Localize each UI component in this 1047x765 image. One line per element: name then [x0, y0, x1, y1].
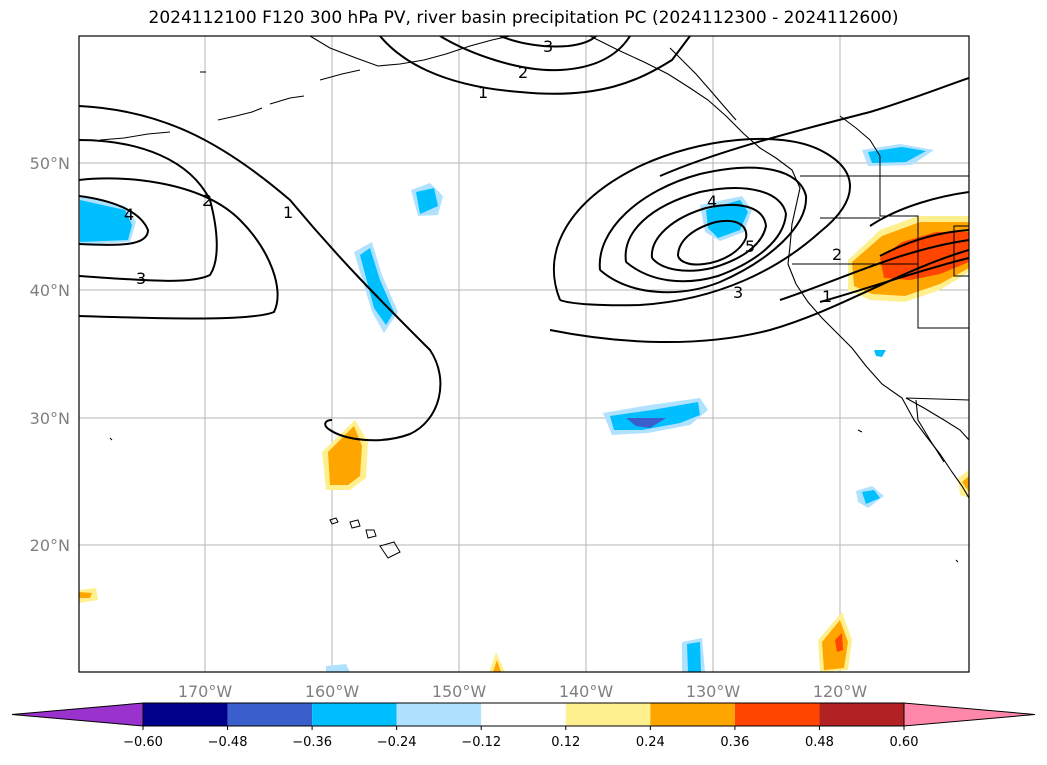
lon-label: 170°W	[178, 682, 233, 701]
colorbar-extension-high	[903, 702, 1036, 727]
contour-label-1-top: 1	[478, 83, 488, 102]
contour-label-3-left: 3	[136, 269, 146, 288]
contour-label-4-left: 4	[124, 205, 134, 224]
lon-label: 120°W	[813, 682, 868, 701]
colorbar-segment	[227, 703, 313, 726]
colorbar-tick-label: −0.60	[123, 735, 163, 750]
latitude-labels: 50°N 40°N 30°N 20°N	[30, 154, 70, 555]
contour-label-1-right: 1	[822, 287, 832, 306]
colorbar-segment	[312, 703, 397, 726]
colorbar-tick-label: 0.24	[636, 735, 665, 750]
colorbar-tick-label: −0.24	[377, 735, 417, 750]
lat-label: 30°N	[30, 409, 70, 428]
pv-contours	[79, 36, 969, 442]
contour-label-1-left: 1	[283, 203, 293, 222]
contour-label-2-left: 2	[202, 191, 212, 210]
gridlines	[79, 36, 969, 672]
longitude-labels: 170°W 160°W 150°W 140°W 130°W 120°W	[178, 682, 868, 701]
colorbar-segment	[819, 703, 904, 726]
lat-label: 50°N	[30, 154, 70, 173]
colorbar: −0.60 −0.48 −0.36 −0.24 −0.12 0.12 0.24 0.36 0.4…	[11, 702, 1036, 750]
lat-label: 40°N	[30, 281, 70, 300]
colorbar-segment	[650, 703, 735, 726]
map-area[interactable]	[79, 36, 969, 672]
map-border	[78, 35, 970, 673]
lon-label: 150°W	[432, 682, 487, 701]
colorbar-segment	[565, 703, 651, 726]
colorbar-tick-label: −0.48	[208, 735, 248, 750]
colorbar-segment	[734, 703, 820, 726]
contour-label-2-top: 2	[518, 63, 528, 82]
colorbar-tick-label: 0.48	[805, 735, 834, 750]
colorbar-segment	[143, 703, 228, 726]
colorbar-tick-label: −0.36	[292, 735, 332, 750]
lon-label: 160°W	[305, 682, 360, 701]
map-title: 2024112100 F120 300 hPa PV, river basin …	[148, 8, 899, 28]
borders	[792, 115, 969, 401]
contour-label-5-right: 5	[745, 237, 755, 256]
colorbar-tick-label: 0.12	[551, 735, 580, 750]
contour-label-4-right: 4	[707, 192, 717, 211]
contour-labels: 3 2 1 2 1 4 3 4 5 3 2 1	[124, 37, 842, 306]
colorbar-tick-label: −0.12	[461, 735, 501, 750]
lon-label: 130°W	[686, 682, 741, 701]
colorbar-segment	[396, 703, 482, 726]
lat-label: 20°N	[30, 536, 70, 555]
contour-label-2-right: 2	[832, 245, 842, 264]
colorbar-segment	[481, 703, 566, 726]
contour-label-3-top: 3	[543, 37, 553, 56]
colorbar-tick-label: 0.36	[720, 735, 749, 750]
lon-label: 140°W	[559, 682, 614, 701]
colorbar-extension-low	[11, 702, 144, 727]
contour-label-3-right: 3	[733, 283, 743, 302]
colorbar-tick-label: 0.60	[890, 735, 919, 750]
islands	[109, 71, 959, 563]
colorbar-outline	[142, 702, 905, 727]
